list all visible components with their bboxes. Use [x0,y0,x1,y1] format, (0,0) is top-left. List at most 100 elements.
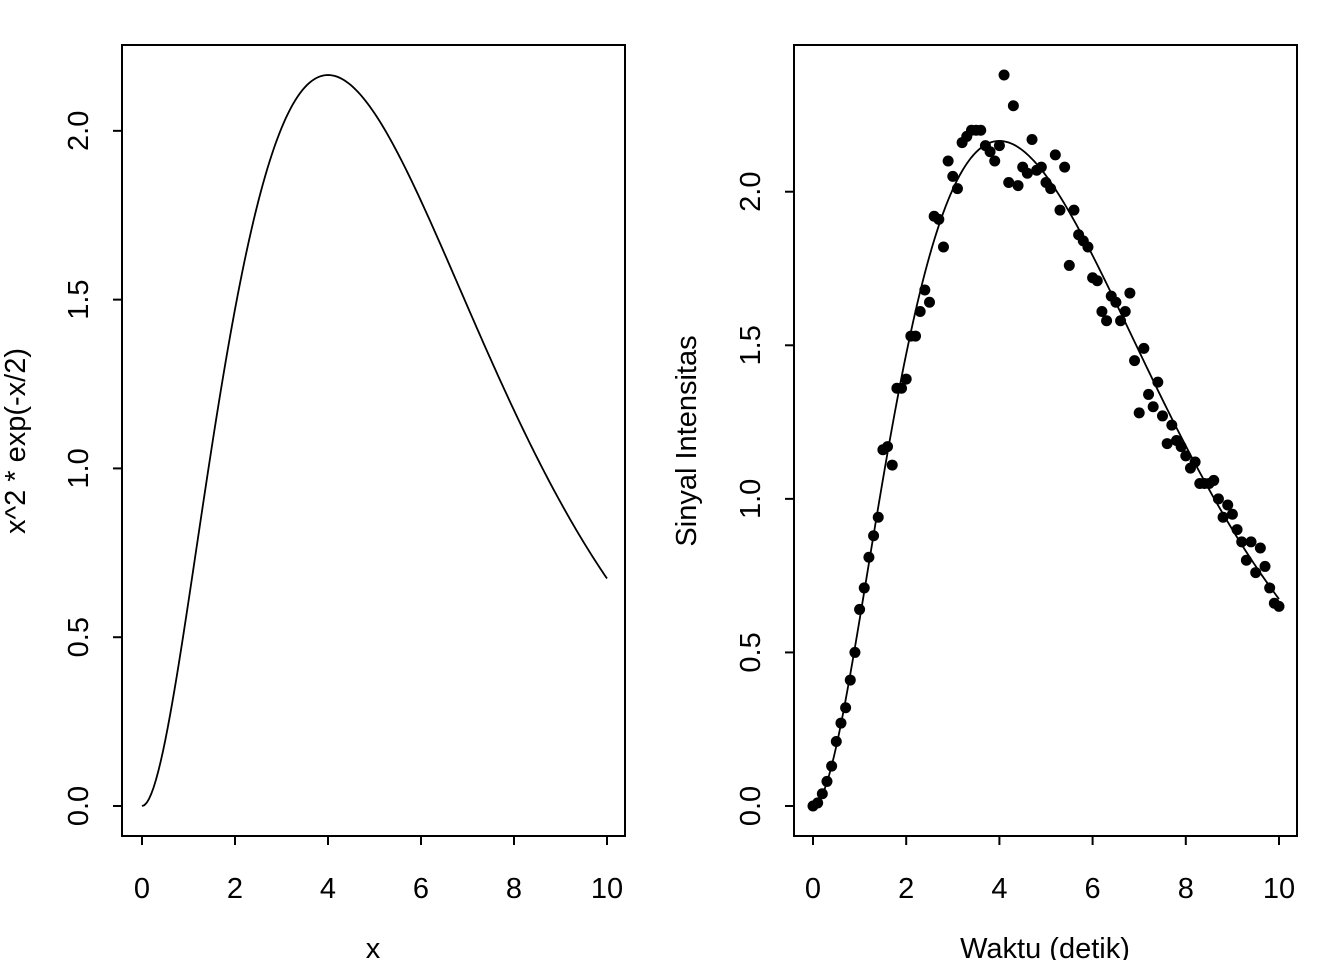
scatter-point [1133,407,1145,419]
scatter-point [812,797,824,809]
scatter-point [1226,508,1238,520]
scatter-point [1273,600,1285,612]
scatter-point [1026,134,1038,145]
scatter-point [1063,259,1075,271]
left-x-axis-title: x [366,933,381,960]
scatter-point [1161,438,1173,450]
left-x-tick-label: 4 [320,873,336,905]
scatter-point [998,69,1010,81]
fitted-curve-line [812,140,1280,807]
left-y-tick-label: 0.0 [63,786,95,826]
scatter-point [1231,524,1243,536]
right-y-axis-title: Sinyal Intensitas [671,335,703,546]
scatter-point [882,441,894,453]
scatter-point [1217,511,1229,523]
scatter-point [937,241,949,253]
scatter-point [1119,306,1131,317]
scatter-point [933,213,945,225]
scatter-point [1152,376,1164,388]
scatter-point [849,646,861,658]
scatter-point [1012,180,1024,192]
left-y-tick-label: 1.0 [63,448,95,488]
scatter-point [1222,499,1234,511]
right-y-tick-label: 1.5 [735,325,767,365]
scatter-point [1129,355,1141,367]
scatter-point [816,788,828,800]
scatter-point [989,155,1001,167]
scatter-point [854,603,866,615]
left-y-tick-label: 1.5 [63,279,95,319]
right-x-tick-label: 6 [1085,873,1101,905]
right-data [807,69,1285,812]
scatter-point [975,124,987,136]
scatter-point [1035,161,1047,173]
scatter-point [826,760,838,772]
scatter-point [919,284,931,296]
left-x-tick-label: 10 [591,873,623,905]
scatter-point [886,459,898,471]
right-y-tick-label: 0.5 [735,632,767,672]
scatter-point [1054,204,1066,216]
scatter-point [1091,275,1103,287]
scatter-point [1096,306,1108,317]
scatter-point [858,582,870,594]
scatter-point [1245,536,1257,548]
scatter-point [1138,342,1150,354]
scatter-point [1166,419,1178,431]
left-data [141,74,608,807]
scatter-point [1180,450,1192,462]
scatter-point [872,511,884,523]
scatter-point [1208,474,1220,486]
right-x-axis-title: Waktu (detik) [960,933,1130,960]
scatter-point [830,736,842,747]
scatter-point [1021,167,1033,179]
scatter-point [1101,315,1113,327]
right-y-tick-label: 0.0 [735,786,767,826]
function-curve-line [141,74,608,807]
scatter-point [900,373,912,385]
left-y-axis-title: x^2 * exp(-x/2) [0,348,32,534]
scatter-point [924,296,935,308]
scatter-point [1059,161,1071,173]
right-plot-panel: 0 2 4 6 8 10 0.0 0.5 1.0 1.5 2.0 Waktu (detik) Sin… [671,44,1298,960]
scatter-point [1212,493,1224,505]
scatter-point [1254,542,1266,554]
scatter-point [1259,560,1271,572]
scatter-point [1110,296,1122,308]
scatter-point [835,717,847,729]
left-x-tick-label: 2 [227,873,243,905]
right-x-tick-label: 4 [991,873,1007,905]
scatter-point [1049,149,1061,161]
scatter-point [910,330,922,342]
scatter-point [1115,315,1127,327]
scatter-point [1189,456,1201,468]
scatter-point [1236,536,1248,548]
left-y-tick-label: 0.5 [63,617,95,657]
left-x-tick-label: 0 [134,873,150,905]
scatter-point [1157,410,1168,422]
scatter-point [1264,582,1276,594]
right-plot-frame [793,44,1298,837]
left-plot-frame [121,44,626,837]
scatter-point [1124,287,1136,299]
scatter-point [1147,401,1159,413]
scatter-point [1007,100,1019,112]
right-x-tick-label: 0 [805,873,821,905]
scatter-point [1175,441,1187,453]
right-axes: 0 2 4 6 8 10 0.0 0.5 1.0 1.5 2.0 [735,172,1295,905]
scatter-point [868,530,880,542]
scatter-point [942,155,954,167]
scatter-point [993,140,1005,152]
left-plot-panel: 0 2 4 6 8 10 0.0 0.5 1.0 1.5 2.0 x x^2 * exp(-x/2) [0,44,626,960]
scatter-point [844,674,856,686]
scatter-point [947,170,959,182]
scatter-point [896,382,908,394]
scatter-point [951,183,963,195]
scatter-point [1045,183,1057,195]
scatter-point [1068,204,1080,216]
scatter-point [984,146,996,158]
left-y-tick-label: 2.0 [63,111,95,151]
scatter-point [1082,241,1094,253]
scatter-point [821,775,833,787]
left-x-tick-label: 6 [413,873,429,905]
